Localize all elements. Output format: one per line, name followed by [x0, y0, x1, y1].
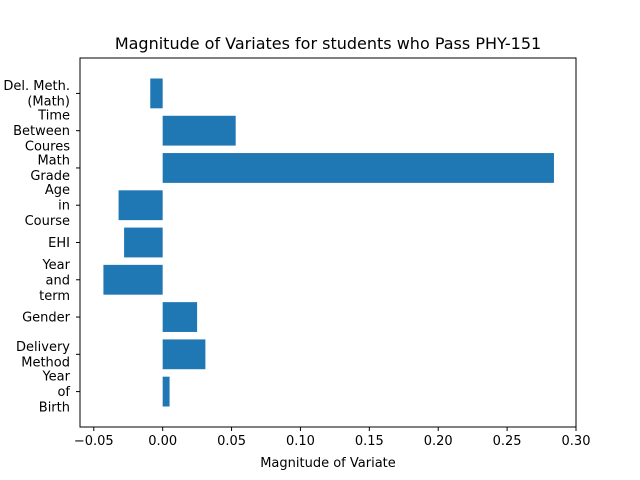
bar: [162, 339, 206, 370]
y-tick-label: Gender: [22, 311, 71, 326]
x-tick-label: 0.25: [493, 434, 522, 449]
bars-layer: [103, 78, 554, 407]
chart-title: Magnitude of Variates for students who P…: [115, 34, 541, 53]
bar: [150, 78, 163, 109]
x-tick-label: 0.15: [355, 434, 384, 449]
bar: [162, 302, 198, 332]
x-tick-label: 0.00: [148, 434, 177, 449]
y-tick-label: Year and term: [39, 258, 71, 304]
x-axis: −0.05 0.00 0.05 0.10 0.15 0.20 0.25 0.30: [74, 427, 591, 449]
bar: [103, 264, 163, 295]
y-tick-label: Time Between Coures: [13, 109, 70, 155]
x-tick-label: −0.05: [74, 434, 114, 449]
y-tick-label: EHI: [48, 236, 70, 251]
y-tick-label: Math Grade: [30, 154, 70, 185]
x-tick-label: 0.05: [217, 434, 246, 449]
bar: [162, 153, 554, 183]
x-tick-label: 0.20: [424, 434, 453, 449]
x-axis-label: Magnitude of Variate: [260, 456, 396, 471]
y-tick-label: Delivery Method: [16, 340, 70, 371]
x-tick-label: 0.10: [286, 434, 315, 449]
bar: [162, 115, 236, 146]
y-tick-label: Age in Course: [25, 183, 70, 229]
y-tick-label: Year of Birth: [39, 370, 71, 416]
bar: [162, 376, 170, 407]
bar: [124, 227, 163, 258]
x-tick-label: 0.30: [562, 434, 591, 449]
y-tick-label: Del. Meth. (Math): [3, 79, 70, 110]
bar: [118, 190, 163, 221]
